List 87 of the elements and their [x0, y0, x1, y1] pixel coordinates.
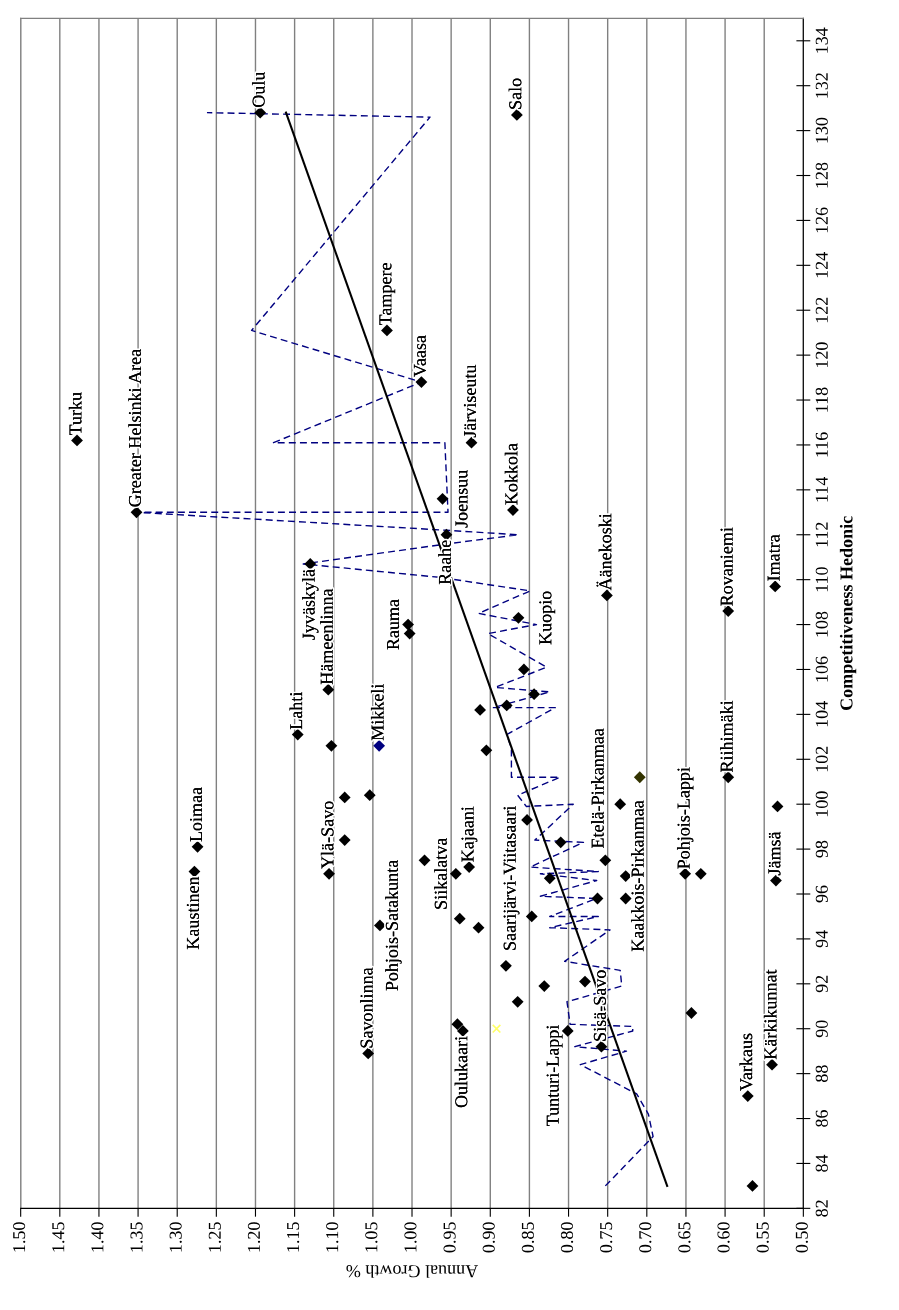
annotation: Lahti	[289, 691, 303, 730]
x-tick-label: 1.25	[208, 1222, 221, 1252]
y-tick-label: 114	[815, 476, 828, 502]
y-tick-label: 104	[815, 701, 828, 727]
y-tick-label: 102	[815, 746, 828, 772]
annotation: Mikkeli	[370, 684, 384, 741]
y-tick-label: 88	[815, 1065, 828, 1082]
x-tick-label: 0.55	[756, 1222, 769, 1253]
annotation: Kuopio	[539, 591, 556, 645]
x-axis-title: Annual Growth %	[346, 1265, 479, 1278]
y-tick-label: 90	[815, 1020, 828, 1038]
x-tick-label: 0.70	[639, 1222, 652, 1253]
y-tick-label: 100	[815, 791, 828, 817]
x-tick-label: 1.50	[13, 1222, 26, 1252]
annotation: Riihimäki	[720, 700, 733, 773]
y-tick-label: 84	[815, 1154, 828, 1172]
annotation: Kajaani	[461, 806, 478, 862]
annotation: Kaakkois-Pirkanmaa	[630, 800, 644, 952]
annotation: Ylä-Savo	[320, 801, 334, 869]
x-tick-label: 1.30	[169, 1222, 182, 1252]
annotation: Kokkola	[504, 443, 518, 505]
annotation: Siikalatva	[434, 837, 447, 909]
annotation: Saarijärvi-Viitasaari	[503, 805, 520, 950]
y-tick-label: 120	[815, 342, 828, 368]
annotation: Vaasa	[413, 335, 427, 377]
y-tick-label: 82	[815, 1200, 828, 1217]
annotation: Joensuu	[455, 470, 468, 528]
annotation: Hämeenlinna	[320, 588, 333, 685]
x-tick-label: 0.90	[482, 1222, 495, 1253]
y-tick-label: 130	[815, 117, 828, 143]
annotation: Järviseutu	[463, 364, 477, 438]
y-tick-label: 92	[815, 975, 828, 993]
x-tick-label: 0.95	[443, 1222, 456, 1253]
annotation: Kärkikunnat	[763, 969, 777, 1060]
annotation: Oulu	[251, 71, 265, 107]
x-tick-label: 1.20	[247, 1222, 261, 1252]
annotation: Rovaniemi	[720, 527, 733, 606]
x-tick-label: 0.85	[521, 1222, 535, 1253]
x-tick-label: 0.80	[560, 1222, 574, 1253]
annotation: Rauma	[387, 599, 400, 650]
annotation: Äänekoski	[596, 513, 612, 591]
annotation: Etelä-Pirkanmaa	[591, 728, 604, 848]
annotation: Loimaa	[189, 787, 203, 842]
x-tick-label: 0.65	[678, 1222, 691, 1253]
x-tick-label: 0.50	[795, 1222, 808, 1253]
x-tick-label: 1.05	[365, 1222, 378, 1252]
annotation: Savonlinna	[360, 967, 373, 1048]
y-tick-label: 112	[815, 522, 828, 547]
annotation: Tampere	[379, 263, 396, 326]
y-tick-label: 124	[815, 252, 828, 278]
y-tick-label: 116	[815, 432, 828, 457]
x-tick-label: 0.60	[717, 1222, 730, 1253]
y-tick-label: 128	[815, 162, 828, 188]
x-tick-label: 1.45	[52, 1222, 65, 1252]
y-tick-label: 118	[815, 387, 828, 412]
y-tick-label: 108	[815, 611, 828, 637]
y-tick-label: 126	[815, 207, 828, 233]
annotation: Imatra	[767, 534, 780, 581]
annotation: Kaustinen	[186, 876, 199, 950]
annotation: Sisä-Savo	[593, 970, 606, 1041]
annotation: Pohjois-Satakunta	[385, 859, 402, 991]
x-tick-label: 1.10	[326, 1222, 339, 1252]
y-tick-label: 134	[815, 27, 828, 53]
y-tick-label: 106	[815, 656, 828, 682]
annotation: Turku	[68, 392, 82, 436]
annotation: Jämsä	[768, 831, 781, 876]
y-tick-label: 110	[815, 567, 828, 592]
x-tick-label: 1.35	[130, 1222, 143, 1252]
x-tick-label: 1.00	[404, 1222, 417, 1252]
y-tick-label: 94	[815, 930, 828, 948]
annotation: Oulukaari	[454, 1036, 468, 1108]
x-tick-label: 1.40	[91, 1222, 104, 1252]
annotation: Varkaus	[739, 1033, 753, 1091]
annotation: Pohjois-Lappi	[676, 767, 694, 869]
y-tick-label: 86	[815, 1110, 828, 1127]
y-tick-label: 96	[815, 885, 828, 903]
y-tick-label: 98	[815, 840, 828, 858]
y-axis-title: Competitiveness Hedonic	[839, 516, 857, 710]
annotation: Salo	[508, 78, 522, 109]
y-tick-label: 122	[815, 297, 828, 323]
annotation: Greater Helsinki Area	[128, 349, 142, 507]
x-tick-label: 0.75	[600, 1222, 613, 1253]
annotation: Jyväskylä	[302, 569, 319, 640]
y-tick-label: 132	[815, 73, 828, 98]
annotation: Tunturi-Lappi	[546, 1024, 563, 1126]
annotation: Raahe	[438, 540, 451, 585]
x-tick-label: 1.15	[287, 1222, 300, 1252]
